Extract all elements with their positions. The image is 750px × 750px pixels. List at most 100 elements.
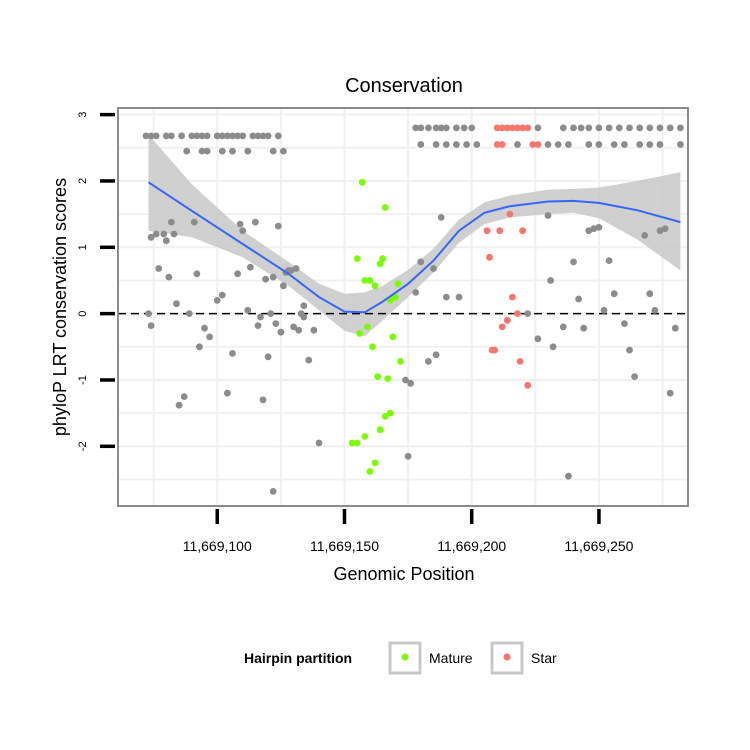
- point-other: [274, 132, 282, 140]
- point-other: [168, 218, 175, 226]
- point-other: [425, 124, 432, 132]
- point-other: [514, 141, 521, 148]
- point-other: [155, 265, 163, 272]
- y-axis-ticks: -2 -1 0 1 2 3: [77, 112, 115, 451]
- y-tick-label: 2: [77, 178, 89, 184]
- point-other: [183, 147, 191, 155]
- point-star: [503, 124, 511, 132]
- point-other: [402, 376, 409, 384]
- point-star: [516, 358, 524, 365]
- series-other: [142, 124, 684, 495]
- point-other: [315, 439, 323, 447]
- data-points: [142, 124, 684, 495]
- point-mature: [384, 375, 392, 382]
- point-other: [595, 141, 603, 148]
- point-other: [152, 132, 160, 140]
- point-other: [437, 214, 445, 221]
- point-mature: [389, 333, 397, 341]
- point-mature: [371, 282, 379, 290]
- point-other: [565, 472, 572, 480]
- point-other: [142, 132, 150, 140]
- point-other: [559, 323, 567, 331]
- point-other: [162, 237, 170, 245]
- point-other: [549, 343, 557, 351]
- point-other: [262, 275, 269, 283]
- point-mature: [356, 330, 364, 337]
- point-other: [570, 258, 577, 266]
- point-other: [585, 141, 593, 148]
- point-other: [264, 353, 272, 361]
- point-other: [430, 265, 437, 272]
- point-other: [565, 141, 572, 148]
- x-axis-label: Genomic Position: [333, 564, 474, 584]
- point-other: [267, 310, 275, 317]
- point-other: [196, 343, 203, 351]
- point-star: [509, 124, 516, 132]
- point-mature: [374, 373, 381, 380]
- point-other: [252, 218, 259, 226]
- point-other: [259, 132, 267, 140]
- point-other: [300, 313, 308, 321]
- point-mature: [371, 459, 379, 467]
- point-other: [432, 124, 440, 132]
- point-other: [178, 132, 186, 140]
- x-tick-label: 11,669,250: [564, 538, 633, 554]
- point-other: [651, 306, 659, 314]
- point-other: [292, 265, 300, 272]
- point-other: [455, 293, 463, 301]
- point-other: [203, 132, 211, 140]
- point-other: [246, 263, 254, 271]
- point-other: [310, 326, 318, 334]
- point-other: [677, 141, 684, 148]
- point-other: [621, 320, 628, 327]
- point-other: [305, 356, 313, 364]
- point-other: [646, 290, 654, 298]
- point-other: [190, 218, 198, 226]
- y-tick-label: 0: [77, 311, 89, 317]
- point-star: [519, 124, 526, 132]
- point-mature: [348, 439, 356, 447]
- point-other: [656, 124, 664, 132]
- legend-key-mature-dot: [401, 653, 409, 661]
- point-other: [605, 124, 613, 132]
- point-other: [287, 267, 295, 274]
- series-star: [483, 124, 542, 389]
- point-star: [498, 124, 506, 132]
- point-other: [559, 124, 567, 132]
- legend-title: Hairpin partition: [244, 650, 352, 666]
- series-mature: [348, 178, 404, 475]
- point-mature: [366, 468, 374, 475]
- point-other: [610, 141, 618, 148]
- point-other: [274, 222, 282, 230]
- point-other: [180, 393, 188, 400]
- point-other: [677, 124, 684, 132]
- point-other: [404, 452, 412, 460]
- point-other: [547, 277, 554, 284]
- point-star: [503, 316, 511, 324]
- point-other: [234, 132, 242, 140]
- point-other: [280, 282, 287, 290]
- point-other: [646, 141, 654, 148]
- point-other: [257, 313, 264, 321]
- point-other: [206, 333, 214, 341]
- point-other: [244, 147, 252, 155]
- point-star: [493, 124, 501, 132]
- point-other: [203, 147, 211, 155]
- point-mature: [392, 293, 399, 301]
- point-other: [425, 358, 432, 365]
- point-star: [514, 124, 521, 132]
- x-axis-ticks: 11,669,100 11,669,150 11,669,200 11,669,250: [183, 509, 634, 554]
- point-other: [442, 141, 450, 148]
- point-other: [170, 230, 178, 238]
- plot-panel: [117, 107, 689, 507]
- point-other: [269, 273, 277, 281]
- point-other: [626, 124, 633, 132]
- point-other: [621, 141, 628, 148]
- point-other: [218, 291, 226, 299]
- point-mature: [353, 439, 361, 447]
- point-other: [198, 147, 206, 155]
- point-other: [224, 132, 231, 140]
- point-other: [280, 147, 287, 155]
- point-other: [570, 124, 577, 132]
- point-other: [290, 323, 297, 331]
